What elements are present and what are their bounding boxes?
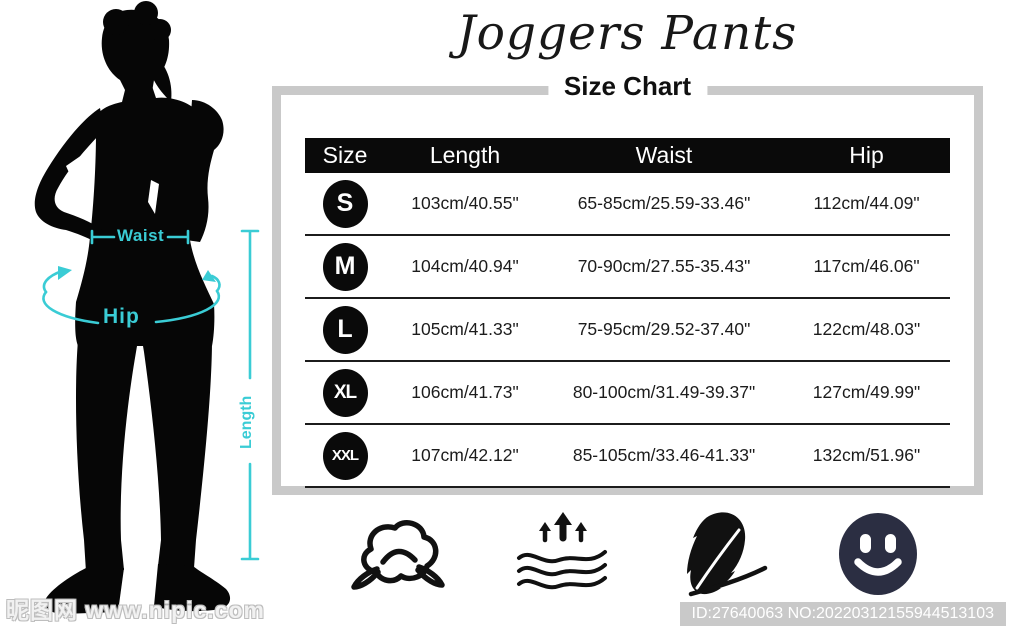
feature-icons-row — [350, 508, 920, 600]
length-value: 103cm/40.55" — [411, 193, 519, 213]
length-value: 104cm/40.94" — [411, 256, 519, 276]
smiley-icon — [838, 513, 917, 595]
length-value: 105cm/41.33" — [411, 319, 519, 339]
watermark-id: ID:27640063 NO:20220312155944513103 — [679, 602, 1006, 626]
length-measure-line — [240, 229, 260, 561]
hip-label: Hip — [103, 305, 140, 328]
hip-value: 127cm/49.99" — [812, 382, 921, 402]
pocket-highlight — [148, 180, 159, 214]
model-silhouette — [34, 1, 260, 614]
hip-arrowhead-2 — [202, 270, 216, 282]
body-silhouette — [34, 1, 231, 614]
col-header-length: Length — [429, 142, 501, 168]
col-header-hip: Hip — [849, 142, 884, 168]
table-row: XL 106cm/41.73" 80-100cm/31.49-39.37" 12… — [305, 362, 950, 425]
waist-value: 75-95cm/29.52-37.40" — [577, 319, 751, 339]
hip-value: 112cm/44.09" — [813, 193, 920, 213]
cotton-icon — [351, 520, 445, 590]
waist-value: 70-90cm/27.55-35.43" — [577, 256, 751, 276]
size-chart-title: Size Chart — [547, 71, 708, 102]
size-table: Size Length Waist Hip S 103cm/40.55" 65-… — [305, 138, 950, 488]
waist-value: 80-100cm/31.49-39.37" — [572, 382, 756, 402]
waist-value: 85-105cm/33.46-41.33" — [572, 445, 756, 465]
col-header-size: Size — [322, 142, 368, 168]
table-row: S 103cm/40.55" 65-85cm/25.59-33.46" 112c… — [305, 173, 950, 236]
watermark-site: 昵图网 www.nipic.com — [6, 597, 265, 623]
size-badge: M — [322, 242, 368, 291]
table-row: M 104cm/40.94" 70-90cm/27.55-35.43" 117c… — [305, 236, 950, 299]
length-value: 107cm/42.12" — [411, 445, 519, 465]
size-chart-box: Size Chart — [272, 71, 983, 495]
waist-label: Waist — [117, 226, 165, 245]
size-badge: L — [322, 305, 368, 354]
product-title: Joggers Pants — [456, 6, 798, 61]
length-value: 106cm/41.73" — [411, 382, 519, 402]
arm-gap — [66, 148, 92, 208]
breathable-icon — [516, 512, 607, 590]
size-badge: S — [322, 179, 368, 228]
size-badge: XXL — [322, 431, 368, 480]
table-header: Size Length Waist Hip — [305, 138, 950, 173]
length-label: Length — [238, 395, 255, 449]
size-badge: XL — [322, 368, 368, 417]
hip-value: 117cm/46.06" — [813, 256, 920, 276]
hip-value: 132cm/51.96" — [812, 445, 921, 465]
hip-arrowhead — [58, 266, 72, 280]
table-row: XXL 107cm/42.12" 85-105cm/33.46-41.33" 1… — [305, 425, 950, 488]
table-row: L 105cm/41.33" 75-95cm/29.52-37.40" 122c… — [305, 299, 950, 362]
waist-measure-line — [90, 229, 190, 245]
col-header-waist: Waist — [635, 142, 693, 168]
waist-value: 65-85cm/25.59-33.46" — [577, 193, 751, 213]
feather-icon — [687, 512, 768, 597]
hip-value: 122cm/48.03" — [812, 319, 921, 339]
